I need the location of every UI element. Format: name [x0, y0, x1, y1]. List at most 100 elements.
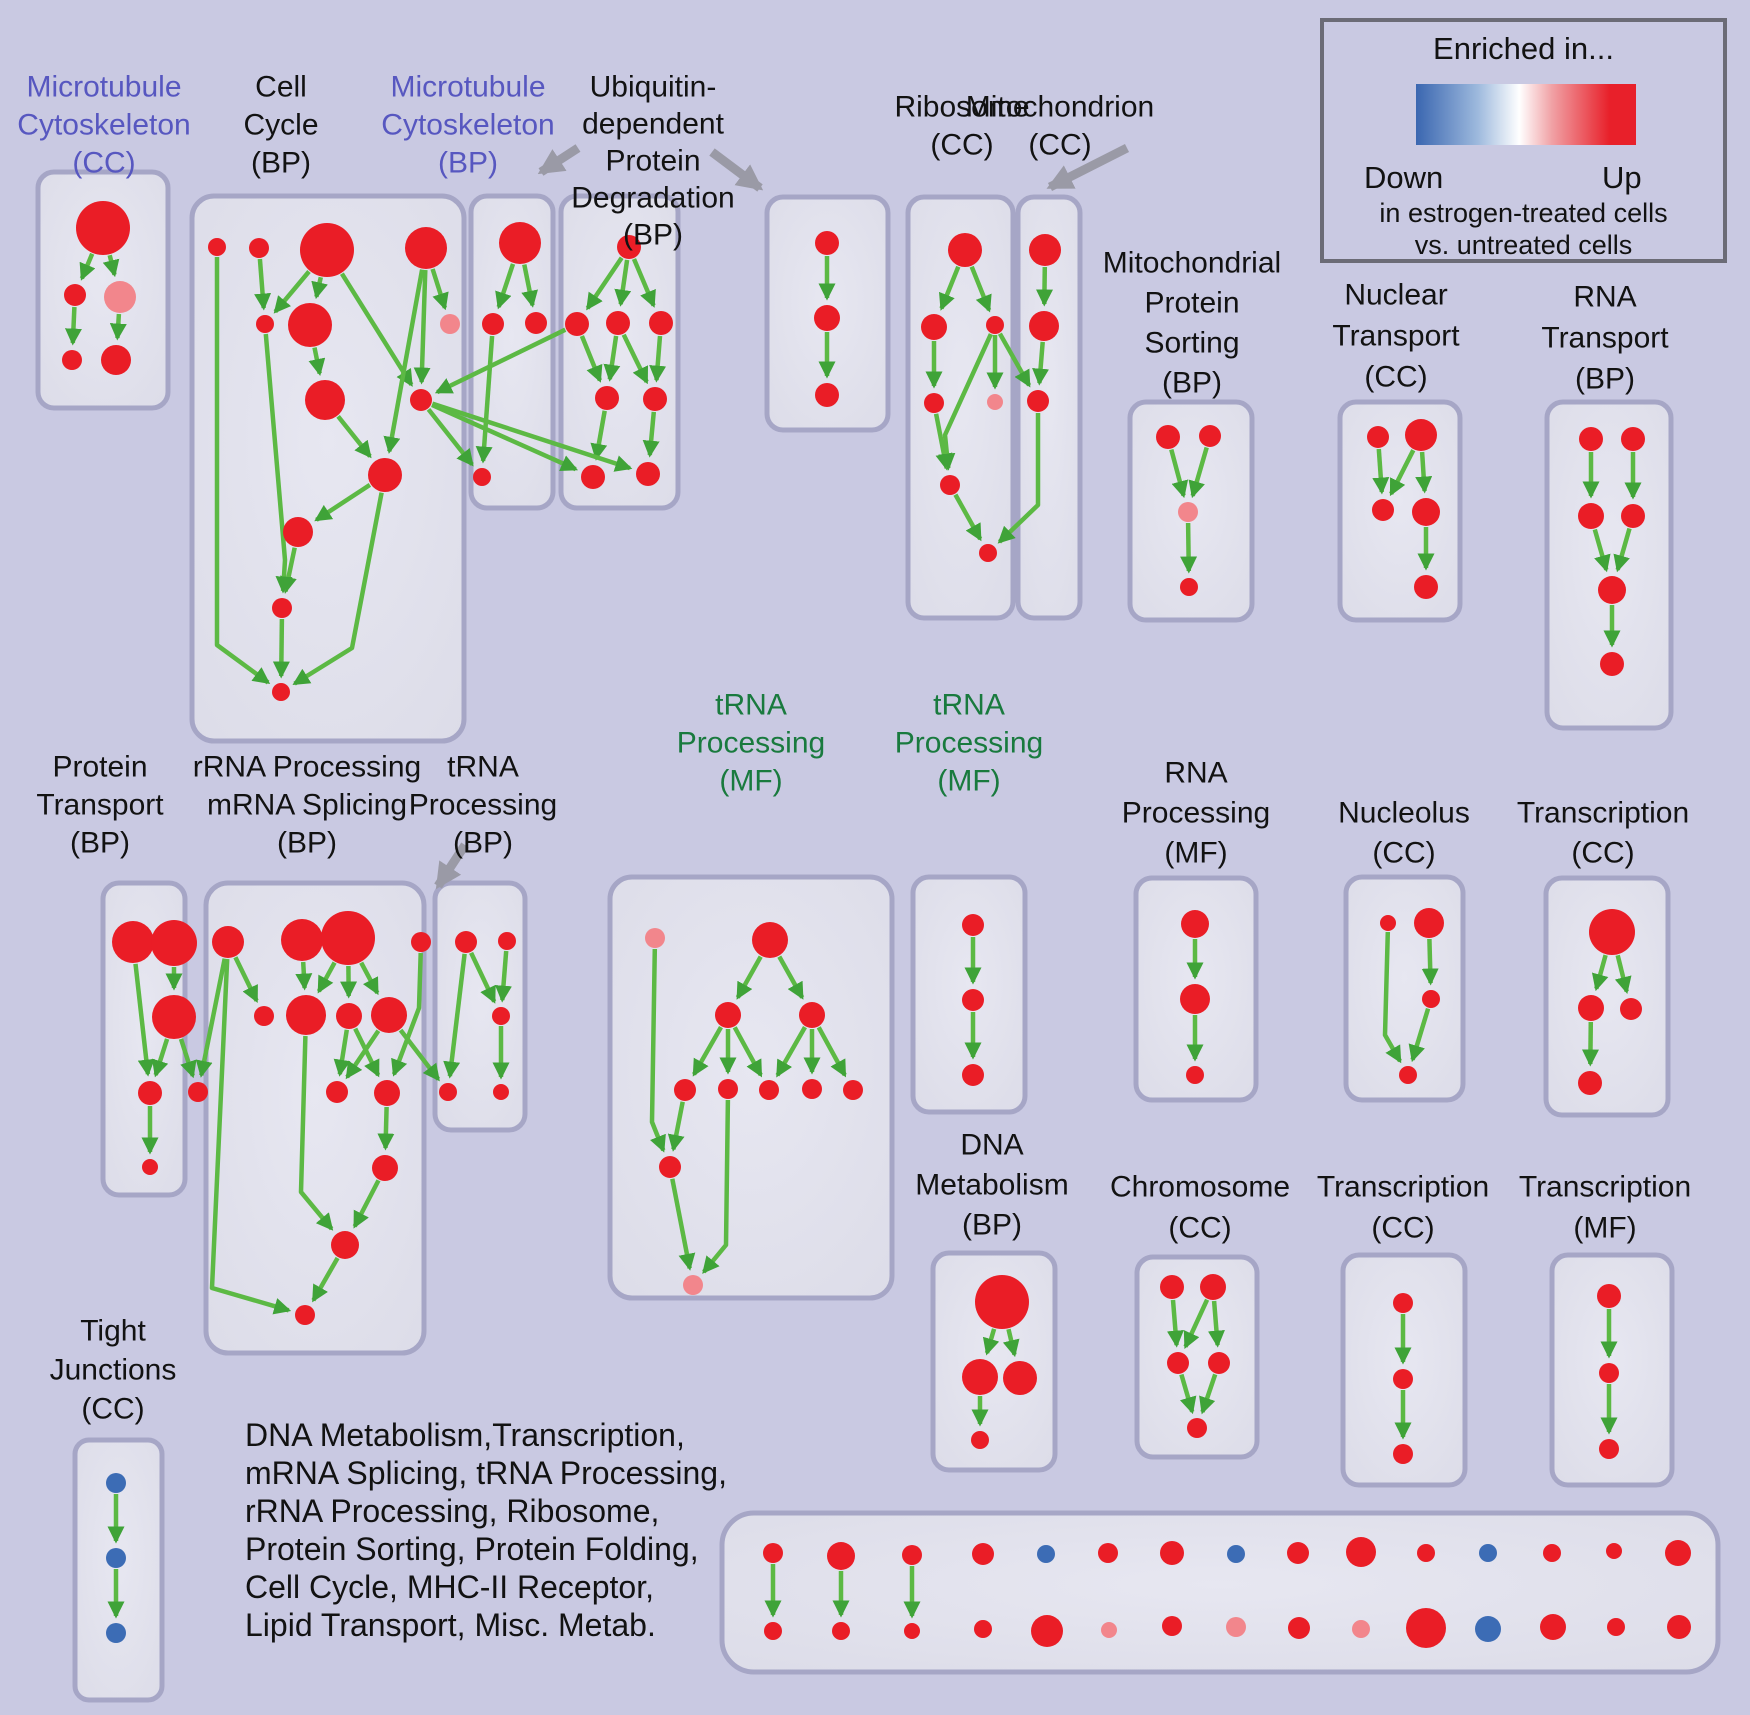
- go-term-node-b4b-red: [974, 1620, 992, 1638]
- go-term-node-z0-red: [1393, 1293, 1413, 1313]
- go-term-node-r4-red: [254, 1006, 274, 1026]
- edge-k0-k2: [469, 951, 497, 1004]
- legend-gradient-bar: [1416, 84, 1636, 145]
- go-term-node-w1-red: [1029, 311, 1059, 341]
- edge-d2-d3: [151, 1038, 170, 1078]
- go-term-node-b2b-red: [832, 1622, 850, 1640]
- edge-e3-e8: [816, 1026, 847, 1078]
- edge-u2-u5: [621, 333, 649, 385]
- edge-r1-r5: [295, 961, 313, 991]
- go-term-node-r7-red: [371, 997, 407, 1033]
- label-tight-junctions-cc: Tight Junctions (CC): [50, 1315, 177, 1426]
- edge-w0-w1: [1035, 266, 1053, 307]
- edge-s2-s5: [938, 333, 993, 471]
- edge-e3-e6: [775, 1025, 807, 1078]
- go-term-node-tj0-blue: [106, 1473, 126, 1493]
- go-term-node-r5-red: [286, 995, 326, 1035]
- edge-u0-u3: [631, 258, 656, 308]
- go-term-node-u7-red: [636, 462, 660, 486]
- go-term-node-b3b-red: [904, 1623, 920, 1639]
- go-term-node-s3-red: [924, 393, 944, 413]
- edge-r5-r11: [298, 1035, 334, 1231]
- go-term-node-x1-red: [962, 1359, 998, 1395]
- go-term-node-x0-red: [975, 1275, 1029, 1329]
- cluster-box-ubiquitin-protein-degradation-bp: [558, 193, 681, 511]
- go-term-node-d2-red: [152, 995, 196, 1039]
- go-term-node-r0-red: [212, 926, 244, 958]
- label-transcription-mf: Transcription (MF): [1519, 1171, 1691, 1245]
- edge-d2-g0: [178, 1038, 197, 1079]
- edge-y1-y3: [1207, 1300, 1225, 1348]
- go-term-node-c3-red: [405, 227, 447, 269]
- go-term-node-b14t-red: [1606, 1543, 1622, 1559]
- edge-a0-a1: [79, 252, 96, 281]
- edge-c11-c12: [272, 618, 290, 679]
- go-term-node-i1-red: [1414, 908, 1444, 938]
- edge-c1-c4: [254, 258, 272, 311]
- label-trna-processing-mf: tRNA Processing (MF): [677, 689, 825, 798]
- go-term-node-c8-red: [410, 389, 432, 411]
- edge-y3-y4: [1199, 1373, 1218, 1415]
- label-chromosome-cc: Chromosome (CC): [1110, 1171, 1290, 1245]
- go-term-node-p1-red: [1199, 425, 1221, 447]
- label-microtubule-cytoskeleton-cc: Microtubule Cytoskeleton (CC): [17, 71, 190, 180]
- edge-i2-i3: [1408, 1007, 1431, 1063]
- edge-q0-q2: [1372, 448, 1390, 495]
- go-term-node-u1-red: [565, 312, 589, 336]
- edge-j0-j2: [1614, 954, 1632, 994]
- edge-r10-r11: [352, 1179, 381, 1229]
- go-term-node-z1-red: [1393, 1369, 1413, 1389]
- go-term-node-x2-red: [1003, 1361, 1037, 1395]
- go-term-node-d4-red: [142, 1159, 158, 1175]
- mitochondrion-arrow: [1046, 143, 1130, 192]
- go-term-node-e0-pink: [645, 928, 665, 948]
- go-term-node-x3-red: [971, 1431, 989, 1449]
- label-nuclear-transport-cc: Nuclear Transport (CC): [1332, 279, 1460, 394]
- edge-c3-c6: [430, 268, 449, 311]
- go-term-node-j3-red: [1578, 1071, 1602, 1095]
- edge-e2-e6: [732, 1026, 763, 1078]
- go-term-node-e10-pink: [683, 1275, 703, 1295]
- label-dna-metabolism-bp: DNA Metabolism (BP): [915, 1129, 1068, 1242]
- go-term-node-y3-red: [1208, 1352, 1230, 1374]
- cluster-box-nucleolus-cc: [1343, 874, 1466, 1103]
- go-term-node-b10t-red: [1346, 1537, 1376, 1567]
- go-term-node-p3-red: [1180, 578, 1198, 596]
- cluster-box-nuclear-transport-cc: [1337, 399, 1463, 623]
- edge-r11-r12: [311, 1256, 340, 1303]
- go-term-node-c11-red: [272, 598, 292, 618]
- go-term-node-r6-red: [336, 1003, 362, 1029]
- go-term-node-y4-red: [1187, 1418, 1207, 1438]
- legend-subtitle-1: in estrogen-treated cells: [1379, 198, 1668, 228]
- go-term-node-a0-red: [76, 201, 130, 255]
- go-term-node-m2-red: [525, 312, 547, 334]
- go-term-node-b8b-pink: [1226, 1617, 1246, 1637]
- edge-c3-c9: [383, 269, 425, 454]
- cluster-box-transcription-cc: [1543, 875, 1671, 1118]
- go-term-node-c5-red: [288, 303, 332, 347]
- go-term-node-i0-red: [1380, 915, 1396, 931]
- go-term-node-b4t-red: [972, 1543, 994, 1565]
- edge-s0-s1: [939, 265, 961, 311]
- go-term-node-b1b-red: [764, 1622, 782, 1640]
- go-term-node-y0-red: [1160, 1275, 1184, 1299]
- edge-s5-s6: [953, 493, 983, 542]
- edge-r0-g0: [195, 958, 227, 1078]
- edge-r9-r10: [377, 1106, 395, 1151]
- label-rrna-processing-mrna-splicing-bp: rRNA Processing mRNA Splicing (BP): [193, 751, 421, 860]
- edge-e5-e10: [702, 1099, 731, 1274]
- edge-e1-e3: [777, 955, 805, 1000]
- go-term-node-w2-red: [1027, 390, 1049, 412]
- go-term-node-r9-red: [374, 1080, 400, 1106]
- go-term-node-a1-red: [64, 284, 86, 306]
- go-term-node-b7t-red: [1160, 1541, 1184, 1565]
- go-term-node-e5-red: [718, 1079, 738, 1099]
- go-term-node-e4-red: [674, 1079, 696, 1101]
- cluster-box-tight-junctions-cc: [72, 1437, 165, 1703]
- go-term-node-k0-red: [455, 931, 477, 953]
- edge-r0-r12: [209, 958, 292, 1315]
- label-ribosome-cc: Ribosome (CC): [894, 91, 1029, 162]
- go-term-node-b6b-pink: [1101, 1622, 1117, 1638]
- go-term-node-b2t-red: [827, 1542, 855, 1570]
- edge-a2-a4: [109, 313, 127, 341]
